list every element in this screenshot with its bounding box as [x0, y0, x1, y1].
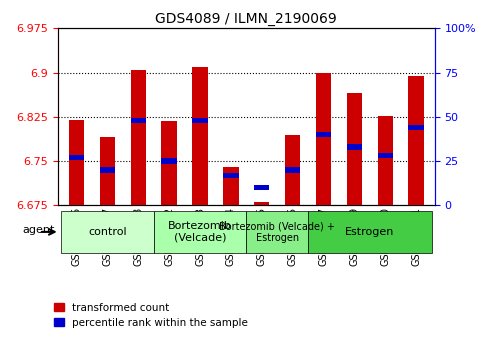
Text: Bortezomib (Velcade) +
Estrogen: Bortezomib (Velcade) + Estrogen — [219, 221, 335, 243]
Bar — [192, 118, 208, 123]
Bar — [161, 121, 177, 205]
Text: Estrogen: Estrogen — [345, 227, 395, 237]
Text: control: control — [88, 227, 127, 237]
Bar — [99, 137, 115, 205]
Bar — [378, 116, 393, 205]
Bar — [316, 132, 331, 137]
FancyBboxPatch shape — [308, 211, 432, 253]
Bar — [254, 185, 270, 190]
FancyBboxPatch shape — [154, 211, 246, 253]
Text: Bortezomib
(Velcade): Bortezomib (Velcade) — [168, 221, 232, 243]
Bar — [130, 70, 146, 205]
Bar — [223, 167, 239, 205]
Bar — [347, 93, 362, 205]
Bar — [69, 120, 84, 205]
Bar — [192, 67, 208, 205]
Bar — [409, 75, 424, 205]
Text: agent: agent — [22, 224, 55, 235]
Bar — [161, 158, 177, 164]
Bar — [99, 167, 115, 173]
Bar — [69, 155, 84, 160]
Bar — [378, 153, 393, 159]
Bar — [285, 135, 300, 205]
Legend: transformed count, percentile rank within the sample: transformed count, percentile rank withi… — [54, 303, 248, 328]
FancyBboxPatch shape — [246, 211, 308, 253]
Bar — [254, 202, 270, 205]
Bar — [409, 125, 424, 130]
Bar — [316, 73, 331, 205]
Bar — [223, 172, 239, 178]
Bar — [130, 118, 146, 123]
FancyBboxPatch shape — [61, 211, 154, 253]
Bar — [285, 167, 300, 173]
Bar — [347, 144, 362, 150]
Title: GDS4089 / ILMN_2190069: GDS4089 / ILMN_2190069 — [156, 12, 337, 26]
